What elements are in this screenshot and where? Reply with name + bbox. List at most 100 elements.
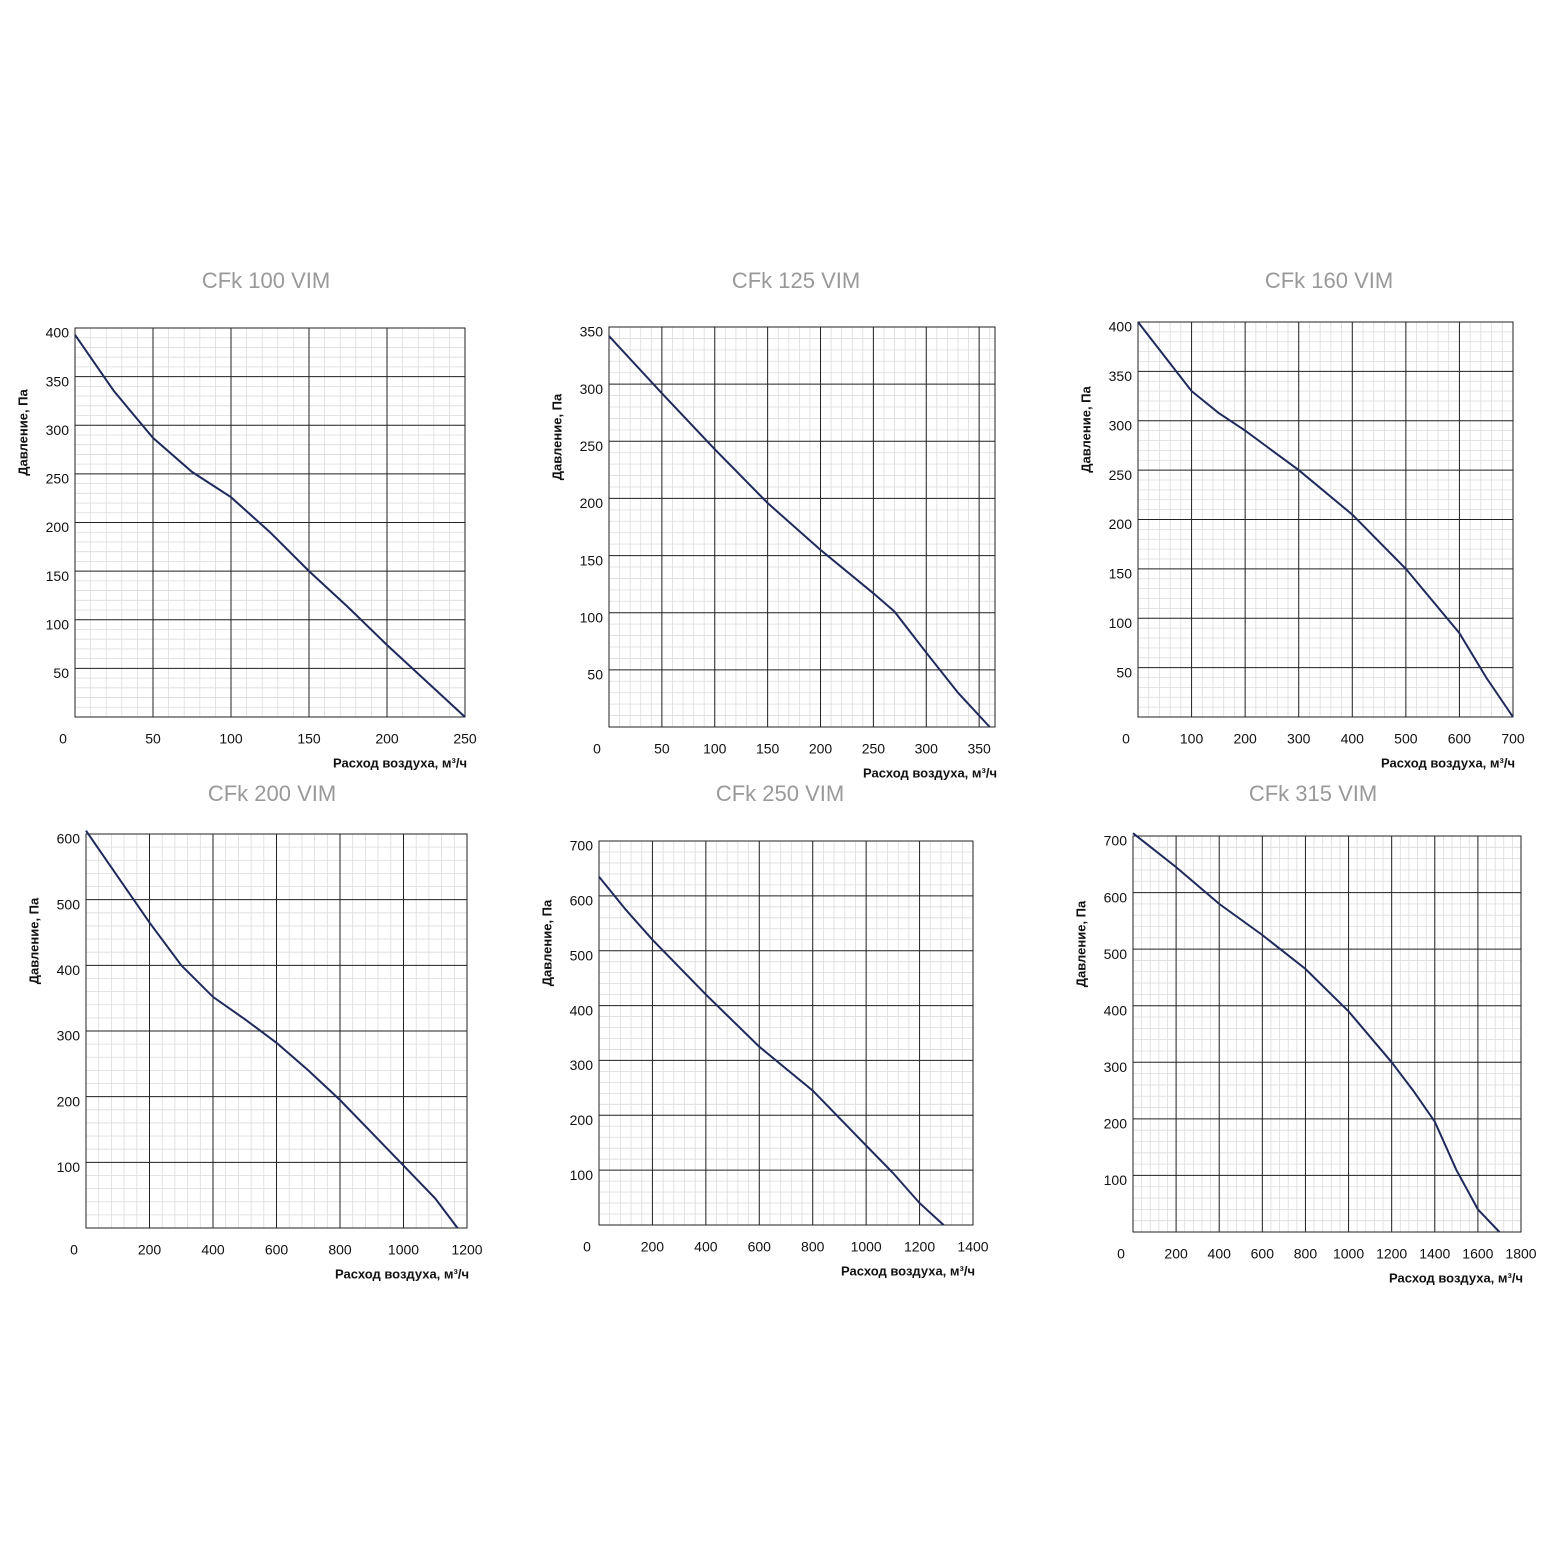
x-tick-label: 1000 (388, 1242, 419, 1258)
y-tick-label: 500 (570, 947, 594, 963)
x-tick-label: 1200 (1376, 1246, 1407, 1262)
plot-frame (598, 840, 974, 1226)
x-tick-label: 250 (453, 731, 477, 747)
plot-frame (608, 326, 996, 728)
curve (74, 334, 466, 718)
y-tick-label: 300 (57, 1028, 81, 1044)
y-tick-label: 250 (1109, 467, 1133, 483)
x-tick-label: 600 (1251, 1246, 1275, 1262)
x-tick-label: 800 (328, 1242, 352, 1258)
y-axis-label: Давление, Па (26, 897, 41, 984)
y-tick-label: 700 (1104, 833, 1128, 849)
curve (1137, 321, 1514, 718)
x-tick-label: 200 (138, 1242, 162, 1258)
x-tick-label: 0 (70, 1242, 78, 1258)
y-tick-label: 150 (580, 552, 604, 568)
y-tick-label: 400 (1109, 319, 1133, 335)
y-tick-label: 150 (46, 568, 70, 584)
y-tick-label: 400 (46, 325, 70, 341)
x-tick-label: 200 (809, 741, 833, 757)
y-tick-label: 400 (57, 962, 81, 978)
x-tick-label: 400 (1208, 1246, 1232, 1262)
x-tick-label: 400 (694, 1239, 718, 1255)
x-tick-label: 250 (862, 741, 886, 757)
x-tick-label: 200 (641, 1239, 665, 1255)
x-tick-label: 200 (375, 731, 399, 747)
chart-title: CFk 160 VIM (1265, 268, 1393, 293)
y-tick-label: 250 (46, 471, 70, 487)
y-tick-label: 100 (580, 609, 604, 625)
y-tick-label: 300 (1109, 417, 1133, 433)
y-tick-label: 200 (570, 1112, 594, 1128)
y-axis-label: Давление, Па (1073, 900, 1088, 987)
y-tick-label: 200 (46, 519, 70, 535)
x-tick-label: 500 (1394, 731, 1418, 747)
chart-title: CFk 125 VIM (732, 268, 860, 293)
x-tick-label: 1400 (957, 1239, 988, 1255)
x-tick-label: 1800 (1505, 1246, 1536, 1262)
x-tick-label: 600 (748, 1239, 772, 1255)
y-tick-label: 250 (580, 438, 604, 454)
x-axis-label: Расход воздуха, м³/ч (841, 1263, 975, 1278)
y-tick-label: 100 (1109, 615, 1133, 631)
plot-frame (85, 833, 468, 1229)
y-tick-label: 300 (580, 381, 604, 397)
x-tick-label: 300 (915, 741, 939, 757)
y-tick-label: 350 (580, 324, 604, 340)
x-axis-label: Расход воздуха, м³/ч (1389, 1270, 1523, 1285)
y-tick-label: 300 (1104, 1059, 1128, 1075)
x-tick-label: 300 (1287, 731, 1311, 747)
x-tick-label: 1400 (1419, 1246, 1450, 1262)
chart-title: CFk 100 VIM (202, 268, 330, 293)
x-axis-label: Расход воздуха, м³/ч (863, 765, 997, 780)
x-axis-label: Расход воздуха, м³/ч (335, 1266, 469, 1281)
y-tick-label: 100 (1104, 1172, 1128, 1188)
plot-frame (1132, 835, 1522, 1233)
y-tick-label: 500 (1104, 946, 1128, 962)
x-tick-label: 0 (1117, 1246, 1125, 1262)
x-tick-label: 600 (1448, 731, 1472, 747)
y-tick-label: 400 (570, 1002, 594, 1018)
y-tick-label: 600 (1104, 889, 1128, 905)
curve (608, 335, 991, 728)
x-tick-label: 800 (1294, 1246, 1318, 1262)
plot-frame (74, 327, 466, 718)
x-tick-label: 700 (1501, 731, 1525, 747)
x-tick-label: 1200 (904, 1239, 935, 1255)
x-tick-label: 1000 (1333, 1246, 1364, 1262)
x-tick-label: 1600 (1462, 1246, 1493, 1262)
x-tick-label: 50 (145, 731, 161, 747)
y-tick-label: 700 (570, 838, 594, 854)
x-tick-label: 350 (967, 741, 991, 757)
x-axis-label: Расход воздуха, м³/ч (1381, 755, 1515, 770)
x-tick-label: 1200 (451, 1242, 482, 1258)
x-tick-label: 800 (801, 1239, 825, 1255)
plot-frame (1137, 321, 1514, 718)
x-tick-label: 100 (219, 731, 243, 747)
x-tick-label: 200 (1233, 731, 1257, 747)
chart-title: CFk 250 VIM (716, 781, 844, 806)
y-tick-label: 100 (46, 616, 70, 632)
x-tick-label: 0 (583, 1239, 591, 1255)
y-tick-label: 300 (46, 422, 70, 438)
curve (85, 830, 459, 1229)
y-tick-label: 300 (570, 1057, 594, 1073)
y-axis-label: Давление, Па (15, 388, 30, 475)
y-axis-label: Давление, Па (539, 899, 554, 986)
y-tick-label: 200 (57, 1093, 81, 1109)
y-axis-label: Давление, Па (549, 393, 564, 480)
x-tick-label: 0 (1122, 731, 1130, 747)
y-tick-label: 50 (587, 667, 603, 683)
chart-title: CFk 315 VIM (1249, 781, 1377, 806)
x-tick-label: 1000 (851, 1239, 882, 1255)
chart-title: CFk 200 VIM (208, 781, 336, 806)
x-tick-label: 100 (1180, 731, 1204, 747)
y-tick-label: 200 (580, 495, 604, 511)
y-tick-label: 100 (570, 1167, 594, 1183)
y-tick-label: 50 (53, 665, 69, 681)
x-tick-label: 400 (201, 1242, 225, 1258)
x-tick-label: 200 (1164, 1246, 1188, 1262)
y-tick-label: 600 (570, 893, 594, 909)
y-tick-label: 500 (57, 896, 81, 912)
